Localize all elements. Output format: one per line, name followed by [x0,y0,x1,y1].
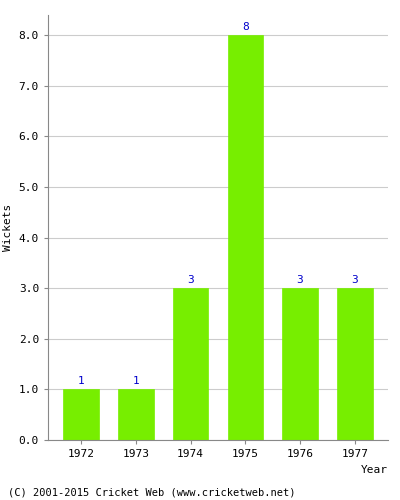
Bar [64,390,99,440]
Bar [228,35,263,440]
Text: (C) 2001-2015 Cricket Web (www.cricketweb.net): (C) 2001-2015 Cricket Web (www.cricketwe… [8,488,296,498]
Text: 1: 1 [132,376,139,386]
Y-axis label: Wickets: Wickets [3,204,13,251]
Bar [173,288,208,440]
Bar [282,288,318,440]
Text: 3: 3 [297,274,304,284]
Text: 3: 3 [351,274,358,284]
X-axis label: Year: Year [361,464,388,474]
Text: 3: 3 [187,274,194,284]
Text: 1: 1 [78,376,85,386]
Bar [337,288,372,440]
Bar [118,390,154,440]
Text: 8: 8 [242,22,249,32]
